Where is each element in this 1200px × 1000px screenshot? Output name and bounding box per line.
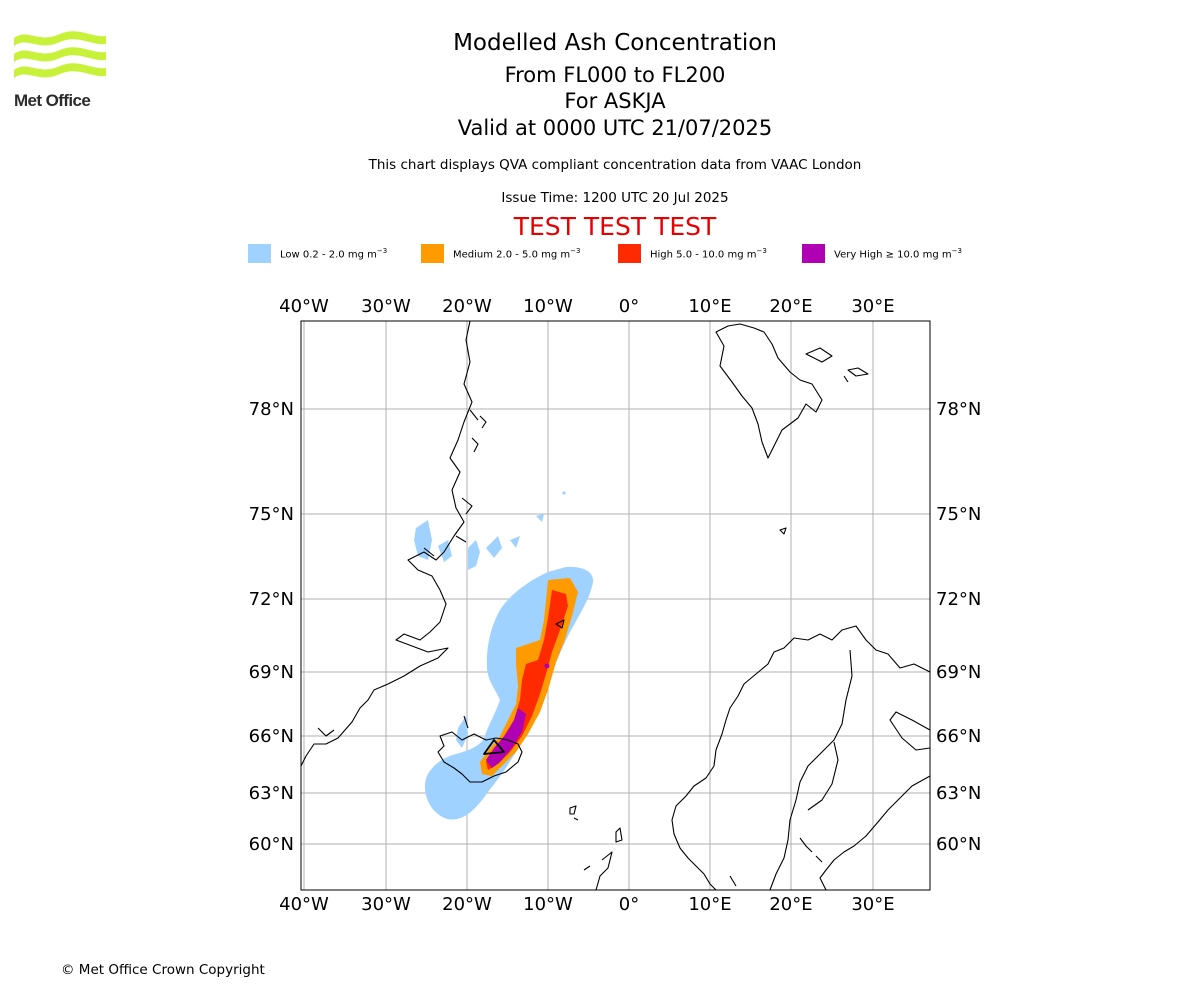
- legend-unit-exponent: −3: [376, 247, 388, 255]
- issue-time: Issue Time: 1200 UTC 20 Jul 2025: [501, 190, 729, 206]
- lon-label-bottom: 30°E: [851, 894, 894, 915]
- lon-label-top: 30°W: [361, 296, 411, 317]
- lat-label-right: 69°N: [936, 662, 981, 683]
- lat-label-right: 72°N: [936, 589, 981, 610]
- legend-label-high: High 5.0 - 10.0 mg m: [650, 249, 757, 261]
- lat-label-left: 78°N: [249, 399, 294, 420]
- graticule: [301, 321, 930, 890]
- lat-label-right: 60°N: [936, 834, 981, 855]
- map-frame: [300, 320, 931, 891]
- lon-label-top: 20°E: [769, 296, 812, 317]
- lon-label-bottom: 40°W: [279, 894, 329, 915]
- met-office-logo: [14, 31, 106, 78]
- lon-label-bottom: 0°: [619, 894, 639, 915]
- lat-label-right: 75°N: [936, 504, 981, 525]
- legend-label-medium: Medium 2.0 - 5.0 mg m: [453, 249, 571, 261]
- valid-time: Valid at 0000 UTC 21/07/2025: [457, 116, 773, 140]
- legend-swatch-very-high: [802, 244, 825, 263]
- chart-subtitle: This chart displays QVA compliant concen…: [368, 157, 862, 173]
- ash-high-area: [486, 590, 568, 770]
- legend-swatch-low: [248, 244, 271, 263]
- lon-label-top: 30°E: [851, 296, 894, 317]
- legend-swatch-medium: [421, 244, 444, 263]
- test-banner: TEST TEST TEST: [513, 212, 717, 241]
- lat-label-left: 75°N: [249, 504, 294, 525]
- lon-label-bottom: 20°W: [442, 894, 492, 915]
- lon-label-top: 40°W: [279, 296, 329, 317]
- lat-label-right: 66°N: [936, 726, 981, 747]
- lon-label-top: 10°E: [688, 296, 731, 317]
- lat-label-left: 69°N: [249, 662, 294, 683]
- lon-label-bottom: 20°E: [769, 894, 812, 915]
- lat-label-left: 72°N: [249, 589, 294, 610]
- lon-label-bottom: 10°W: [523, 894, 573, 915]
- coastlines: [301, 321, 930, 890]
- lat-label-right: 78°N: [936, 399, 981, 420]
- legend-label-low: Low 0.2 - 2.0 mg m: [280, 249, 377, 261]
- legend-unit-exponent: −3: [951, 247, 962, 255]
- lat-label-right: 63°N: [936, 783, 981, 804]
- lat-label-left: 66°N: [249, 726, 294, 747]
- lat-label-left: 63°N: [249, 783, 294, 804]
- legend-swatch-high: [618, 244, 641, 263]
- lon-label-top: 10°W: [523, 296, 573, 317]
- volcano-name: For ASKJA: [564, 89, 666, 113]
- flight-level-range: From FL000 to FL200: [504, 63, 726, 87]
- copyright-notice: © Met Office Crown Copyright: [61, 962, 265, 978]
- chart-title: Modelled Ash Concentration: [453, 30, 777, 56]
- legend-label-very-high: Very High ≥ 10.0 mg m: [834, 249, 952, 261]
- lon-label-bottom: 30°W: [361, 894, 411, 915]
- logo-text: Met Office: [14, 91, 91, 110]
- lon-label-top: 20°W: [442, 296, 492, 317]
- lat-label-left: 60°N: [249, 834, 294, 855]
- legend-unit-exponent: −3: [756, 247, 767, 255]
- lon-label-top: 0°: [619, 296, 639, 317]
- legend-unit-exponent: −3: [570, 247, 581, 255]
- lon-label-bottom: 10°E: [688, 894, 731, 915]
